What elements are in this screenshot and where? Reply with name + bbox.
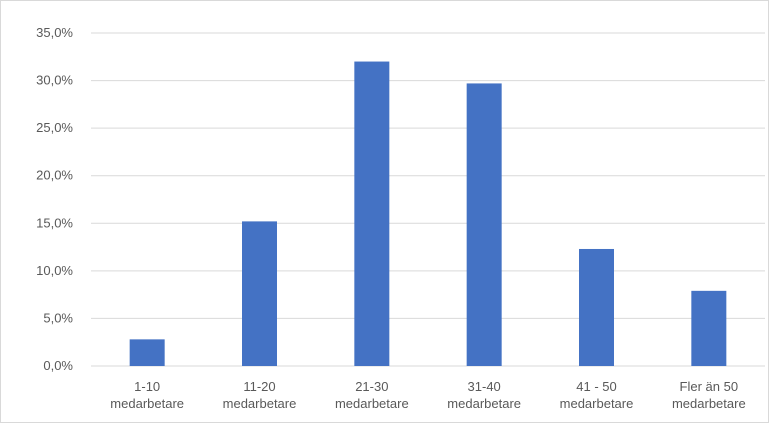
- y-tick-label: 20,0%: [36, 168, 73, 183]
- y-axis-tick-labels: 0,0% 5,0% 10,0% 15,0% 20,0% 25,0% 30,0% 35,0%: [36, 25, 73, 373]
- bar: [242, 221, 277, 366]
- bar: [691, 290, 727, 366]
- x-category-label: 21-30 medarbetare: [335, 379, 409, 411]
- x-category-label: 1-10 medarbetare: [110, 379, 184, 411]
- y-tick-label: 35,0%: [36, 25, 73, 40]
- x-category-label: 31-40 medarbetare: [447, 379, 521, 411]
- bar: [466, 83, 502, 366]
- y-tick-label: 30,0%: [36, 73, 73, 88]
- bars: [129, 61, 727, 367]
- bar: [579, 248, 614, 366]
- y-tick-label: 10,0%: [36, 263, 73, 278]
- x-category-label: 11-20 medarbetare: [223, 379, 297, 411]
- x-category-label: 41 - 50 medarbetare: [560, 379, 634, 411]
- y-tick-label: 25,0%: [36, 120, 73, 135]
- bar: [129, 339, 165, 366]
- y-tick-label: 15,0%: [36, 215, 73, 230]
- x-category-label: Fler än 50 medarbetare: [672, 379, 746, 411]
- bar: [354, 61, 390, 367]
- y-tick-label: 0,0%: [43, 358, 73, 373]
- y-tick-label: 5,0%: [43, 310, 73, 325]
- gridlines: [91, 32, 765, 367]
- x-axis-category-labels: 1-10 medarbetare 11-20 medarbetare 21-30 meda…: [110, 379, 745, 411]
